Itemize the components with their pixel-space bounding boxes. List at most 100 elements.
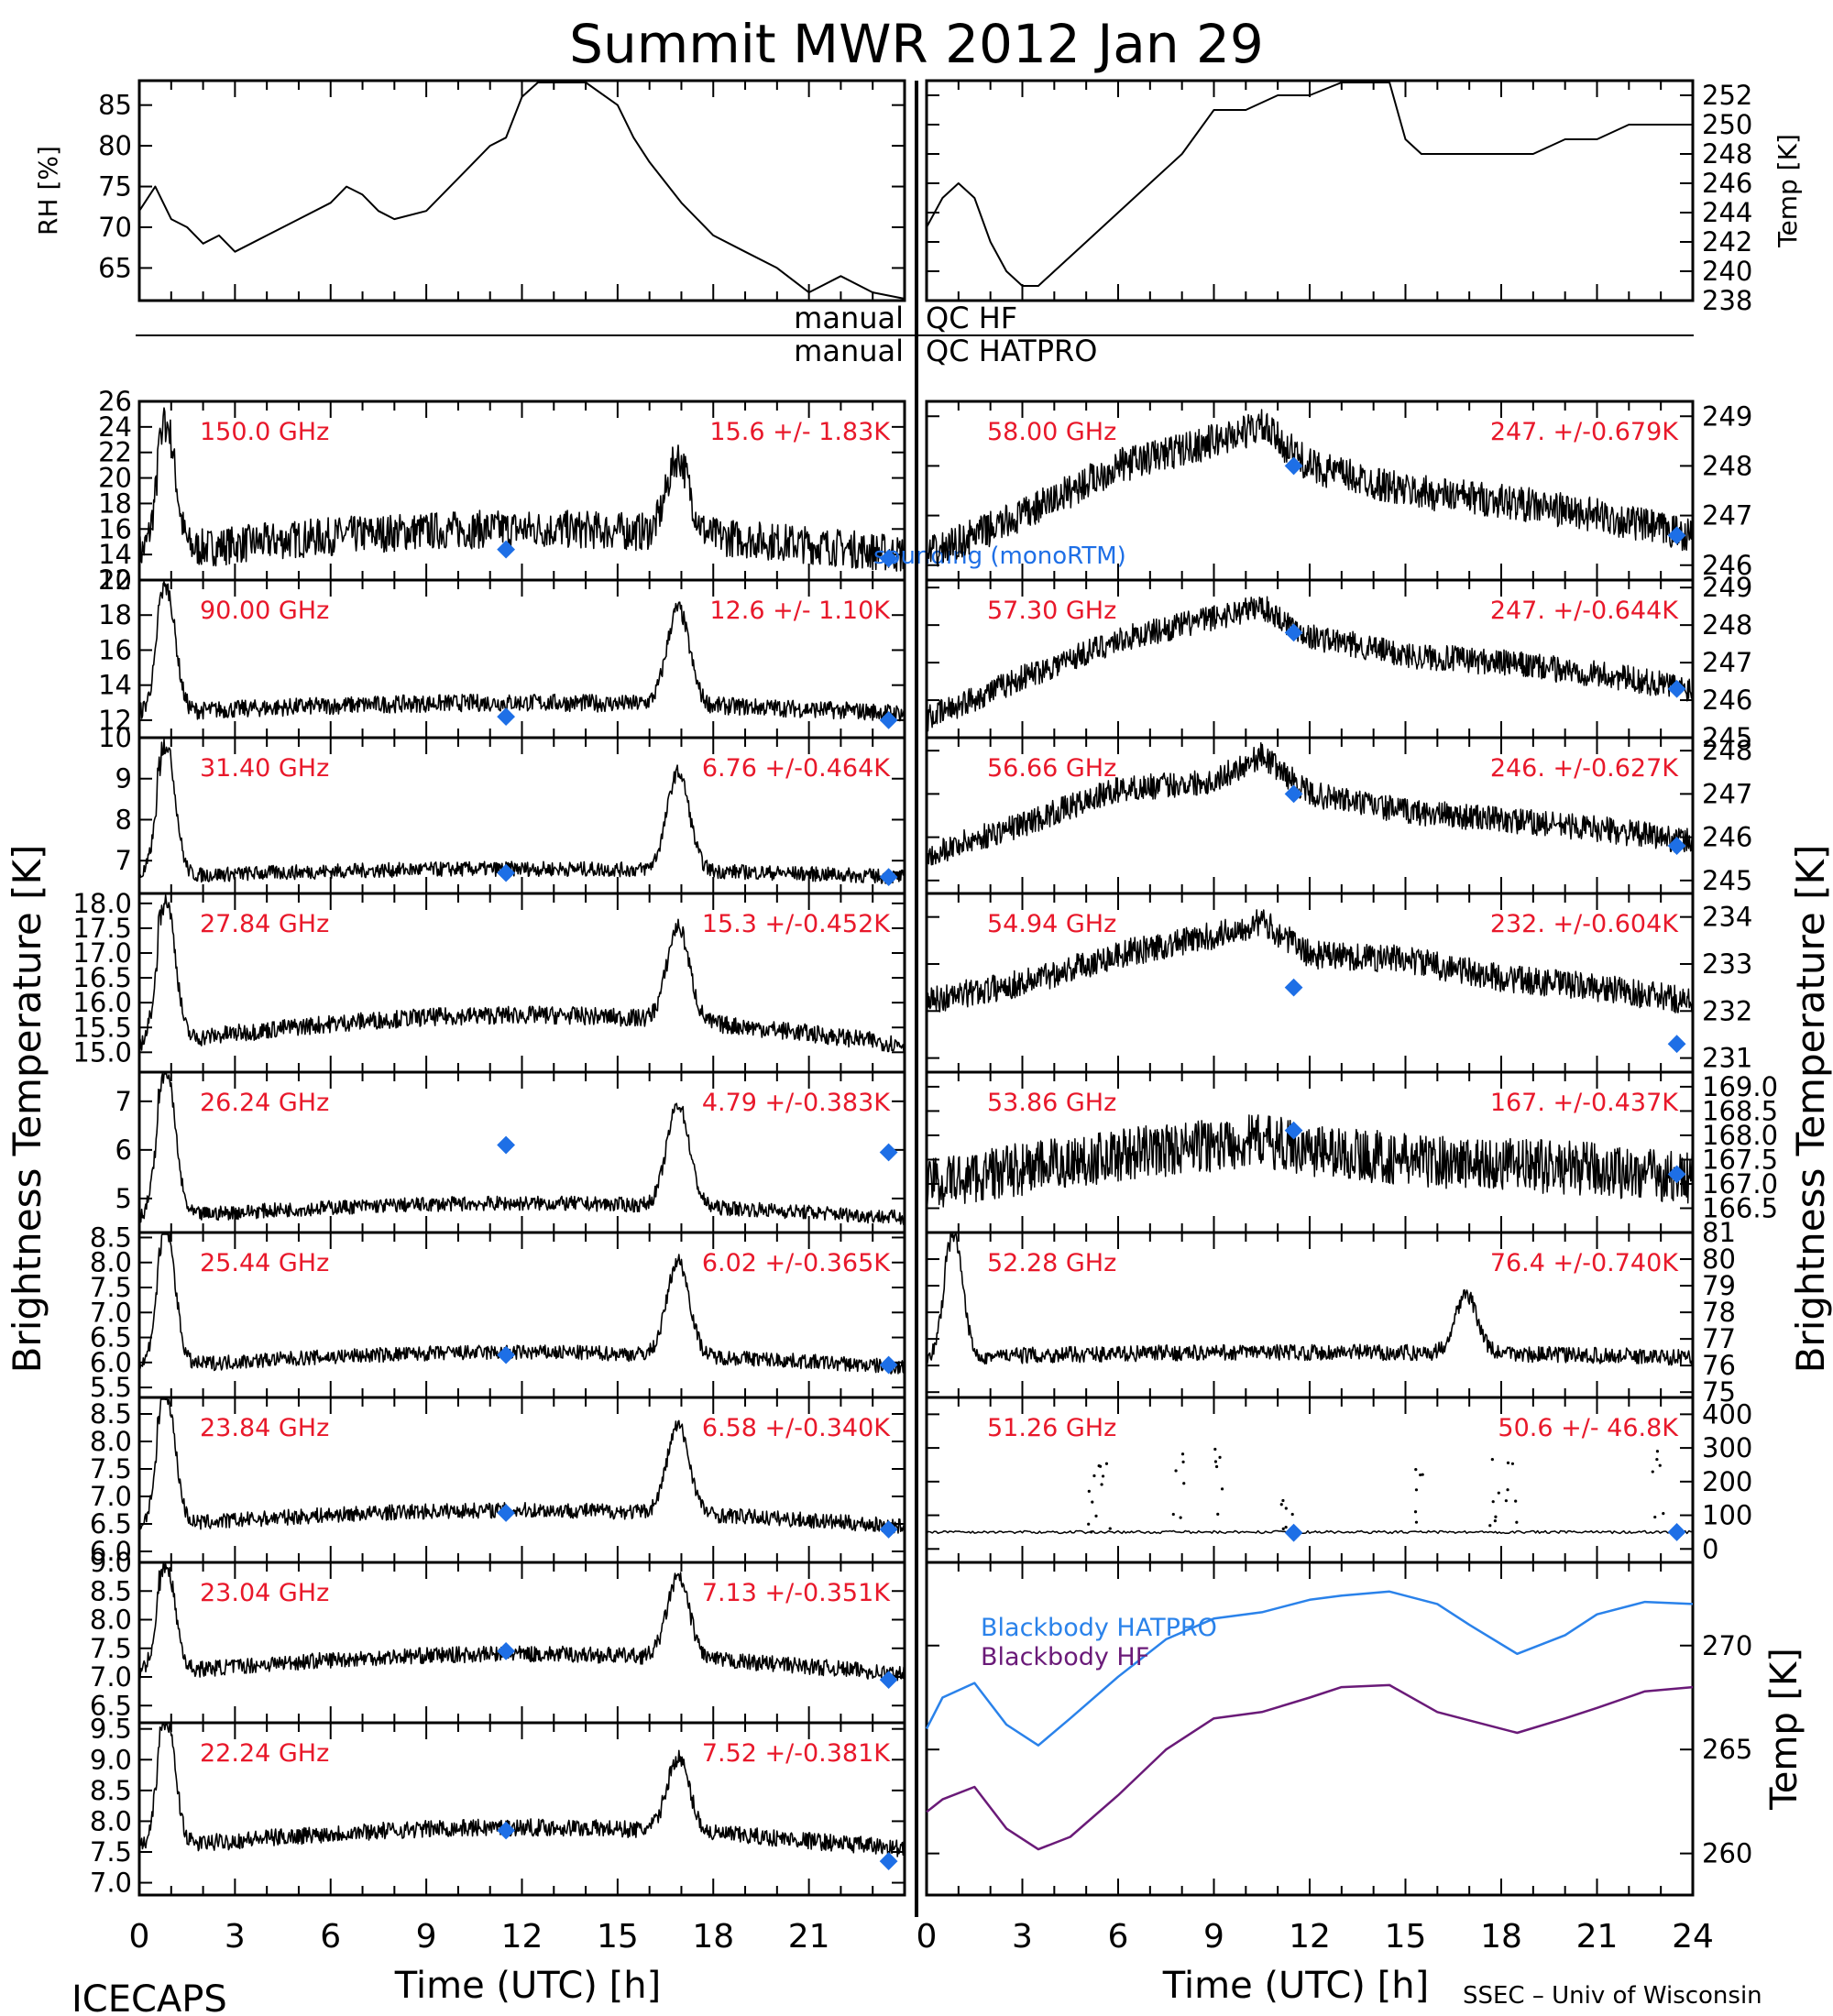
outlier-point: [1180, 1452, 1185, 1456]
panel-c2544: 5.56.06.57.07.58.08.5 25.44 GHz 6.02 +/-0.…: [90, 1222, 906, 1403]
y-tick-label: 252: [1702, 80, 1752, 111]
model-point: [1284, 1121, 1303, 1140]
y-tick-label: 234: [1702, 902, 1752, 933]
model-point: [1667, 526, 1686, 545]
y-tick-label: 270: [1702, 1630, 1752, 1661]
outlier-point: [1494, 1515, 1498, 1518]
y-tick-label: 7.0: [90, 1481, 132, 1512]
y-tick-label: 75: [1702, 1376, 1736, 1408]
y-tick-label: 75: [98, 171, 132, 203]
y-tick-label: 12: [98, 564, 132, 596]
outlier-point: [1490, 1458, 1494, 1462]
panel-rh: 65 70 75 80 85 RH [%]: [33, 79, 906, 302]
y-tick-label: 232: [1702, 995, 1752, 1026]
x-axis-label-right: Time (UTC) [h]: [1162, 1965, 1429, 2007]
x-tick-label: 15: [1385, 1918, 1427, 1956]
outlier-point: [1087, 1489, 1091, 1493]
blackbody-line: [926, 1683, 1694, 1851]
tb-trace: [138, 1073, 906, 1226]
y-tick-label: 8.0: [90, 1247, 132, 1278]
model-point: [1284, 978, 1303, 997]
y-tick-label: 20: [98, 564, 132, 596]
y-tick-label: 233: [1702, 948, 1752, 980]
model-point: [497, 863, 516, 882]
y-tick-label: 9.0: [90, 1744, 132, 1775]
panel-c5730: 245 246 247 248 249 57.30 GHz 247. +/-0.644K: [925, 572, 1752, 753]
y-tick-label: 6.0: [90, 1536, 132, 1567]
panel-frame: [137, 79, 906, 302]
y-tick-label: 18: [98, 488, 132, 519]
panel-frame: [925, 1561, 1695, 1897]
x-tick-label: 12: [1289, 1918, 1331, 1956]
outlier-point: [1216, 1512, 1220, 1516]
outlier-point: [1094, 1514, 1098, 1518]
y-tick-label: 70: [98, 212, 132, 243]
y-tick-label: 80: [1702, 1244, 1736, 1275]
stat-label: 7.13 +/-0.351K: [702, 1579, 891, 1607]
model-point: [497, 1504, 516, 1522]
y-tick-label: 200: [1702, 1466, 1752, 1497]
y-tick-label: 7.5: [90, 1272, 132, 1303]
model-point: [497, 1821, 516, 1840]
outlier-point: [1419, 1473, 1422, 1477]
model-point: [1284, 1523, 1303, 1542]
temp-line: [926, 82, 1693, 287]
panel-c314: 7 8 9 10 31.40 GHz 6.76 +/-0.464K: [98, 722, 906, 895]
y-tick-label: 12: [98, 705, 132, 736]
y-tick-label: 240: [1702, 256, 1752, 287]
y-tick-label: 9: [115, 763, 132, 794]
model-point: [879, 868, 898, 887]
outlier-point: [1493, 1519, 1497, 1523]
y-tick-label: 17.5: [72, 913, 132, 944]
y-tick-label: 80: [98, 130, 132, 161]
model-point: [1667, 1165, 1686, 1184]
y-tick-label: 242: [1702, 226, 1752, 257]
outlier-point: [1218, 1455, 1222, 1459]
outlier-point: [1510, 1462, 1515, 1465]
outlier-point: [1284, 1507, 1288, 1510]
tb-trace: [138, 1563, 906, 1682]
outlier-point: [1100, 1483, 1103, 1486]
y-tick-label: 16.5: [72, 962, 132, 993]
y-tick-label: 166.5: [1702, 1192, 1778, 1223]
tb-trace: [926, 1529, 1694, 1535]
tb-trace: [926, 1114, 1694, 1208]
model-point: [1284, 456, 1303, 476]
outlier-point: [1098, 1464, 1103, 1468]
x-tick-label: 12: [501, 1918, 543, 1956]
outlier-point: [1090, 1530, 1093, 1534]
y-tick-label: 6.5: [90, 1508, 132, 1539]
frequency-label: 26.24 GHz: [200, 1089, 329, 1117]
model-point: [879, 1143, 898, 1162]
outlier-point: [1662, 1512, 1665, 1516]
figure-title: Summit MWR 2012 Jan 29: [569, 13, 1264, 75]
tb-trace: [138, 581, 906, 722]
tb-trace: [138, 1724, 906, 1857]
y-tick-label: 246: [1702, 822, 1752, 853]
y-tick-label: 167.0: [1702, 1168, 1778, 1200]
y-tick-label: 248: [1702, 735, 1752, 766]
y-tick-label: 22: [98, 437, 132, 468]
x-tick-label: 6: [320, 1918, 341, 1956]
y-tick-label: 5.5: [90, 1372, 132, 1403]
y-tick-label: 169.0: [1702, 1071, 1778, 1102]
y-tick-label: 6.5: [90, 1690, 132, 1721]
panel-c2224: 7.07.58.08.59.09.5 22.24 GHz 7.52 +/-0.381…: [90, 1714, 906, 1899]
temp-axis-label: Temp [K]: [1773, 134, 1803, 248]
model-point: [1667, 837, 1686, 855]
footer-left: ICECAPS: [71, 1978, 227, 2016]
y-tick-label: 5: [115, 1183, 132, 1214]
outlier-point: [1101, 1474, 1105, 1478]
y-tick-label: 300: [1702, 1432, 1752, 1463]
model-point: [879, 1355, 898, 1375]
outlier-point: [1413, 1510, 1418, 1514]
outlier-point: [1414, 1520, 1419, 1524]
x-tick-label: 9: [416, 1918, 437, 1956]
y-tick-label: 7.0: [90, 1297, 132, 1328]
qc-hf-prefix: manual: [794, 301, 904, 335]
outlier-point: [1421, 1473, 1424, 1476]
